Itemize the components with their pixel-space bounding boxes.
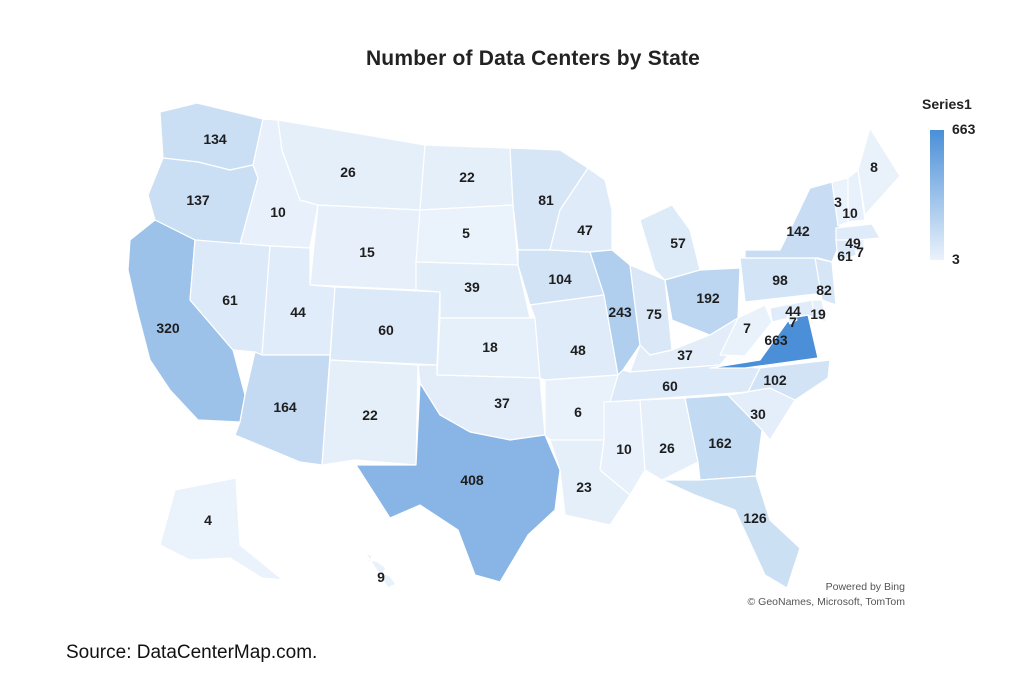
map-credit-bing: Powered by Bing <box>825 581 905 593</box>
state-ak <box>159 477 284 581</box>
state-value-label-tx: 408 <box>460 472 484 488</box>
state-value-label-me: 8 <box>870 159 878 175</box>
state-mo <box>529 294 619 381</box>
state-value-label-ga: 162 <box>708 435 732 451</box>
state-nm <box>321 359 419 466</box>
state-value-label-ky: 37 <box>677 347 693 363</box>
state-value-label-ct: 61 <box>837 248 853 264</box>
state-value-label-al: 26 <box>659 440 675 456</box>
state-value-label-nm: 22 <box>362 407 378 423</box>
state-al <box>639 397 699 481</box>
state-value-label-ak: 4 <box>204 512 212 528</box>
state-value-label-or: 137 <box>186 192 210 208</box>
state-value-label-az: 164 <box>273 399 297 415</box>
state-value-label-vt: 3 <box>834 194 842 210</box>
state-value-label-nd: 22 <box>459 169 475 185</box>
chart-title: Number of Data Centers by State <box>365 47 701 70</box>
state-value-label-in: 75 <box>646 306 662 322</box>
state-nj <box>814 257 837 306</box>
legend-min-label: 3 <box>952 251 960 267</box>
state-value-label-hi: 9 <box>377 569 385 585</box>
state-value-label-mt: 26 <box>340 164 356 180</box>
state-ma <box>835 223 881 241</box>
state-value-label-sd: 5 <box>462 225 470 241</box>
state-nc <box>727 359 831 401</box>
state-value-label-ut: 44 <box>290 304 306 320</box>
state-value-label-il: 243 <box>608 304 632 320</box>
state-value-label-nv: 61 <box>222 292 238 308</box>
legend-color-scale <box>930 130 944 260</box>
state-wv <box>719 304 773 357</box>
state-value-label-ia: 104 <box>548 271 572 287</box>
state-me <box>857 127 901 216</box>
map-credit-providers: © GeoNames, Microsoft, TomTom <box>747 596 906 608</box>
state-value-label-ca: 320 <box>156 320 180 336</box>
state-nh <box>847 169 866 223</box>
state-value-label-de: 19 <box>810 306 826 322</box>
state-value-label-oh: 192 <box>696 290 720 306</box>
state-il <box>589 249 641 376</box>
state-tx <box>355 382 561 583</box>
state-value-label-va: 663 <box>764 332 788 348</box>
state-value-label-ar: 6 <box>574 404 582 420</box>
state-value-label-pa: 98 <box>772 272 788 288</box>
state-value-label-ma: 49 <box>845 235 861 251</box>
state-hi <box>363 551 397 589</box>
legend-max-label: 663 <box>952 121 976 137</box>
state-value-label-mn: 81 <box>538 192 554 208</box>
state-value-label-wv: 7 <box>743 320 751 336</box>
state-md <box>769 299 815 323</box>
state-value-label-co: 60 <box>378 322 394 338</box>
state-value-label-la: 23 <box>576 479 592 495</box>
state-value-label-wa: 134 <box>203 131 227 147</box>
state-value-label-fl: 126 <box>743 510 767 526</box>
state-value-label-nh: 10 <box>842 205 858 221</box>
state-wi <box>549 167 613 253</box>
state-value-label-nj: 82 <box>816 282 832 298</box>
state-value-label-md: 44 <box>785 303 801 319</box>
state-value-label-ny: 142 <box>786 223 810 239</box>
state-value-label-dc: 7 <box>789 314 797 330</box>
state-value-label-ms: 10 <box>616 441 632 457</box>
state-value-label-ne: 39 <box>464 279 480 295</box>
us-choropleth-map: 1341373201061261544164602222539183740881… <box>127 102 901 589</box>
state-value-label-nc: 102 <box>763 372 787 388</box>
state-fl <box>661 475 801 589</box>
state-ny <box>744 181 843 263</box>
state-value-label-sc: 30 <box>750 406 766 422</box>
state-value-label-mi: 57 <box>670 235 686 251</box>
state-value-label-tn: 60 <box>662 378 678 394</box>
state-dc <box>786 311 798 325</box>
state-value-label-mo: 48 <box>570 342 586 358</box>
state-value-label-ok: 37 <box>494 395 510 411</box>
legend-title: Series1 <box>922 96 972 112</box>
source-note: Source: DataCenterMap.com. <box>66 642 318 663</box>
state-value-label-ri: 7 <box>856 244 864 260</box>
state-value-label-ks: 18 <box>482 339 498 355</box>
state-value-label-wy: 15 <box>359 244 375 260</box>
state-value-label-wi: 47 <box>577 222 593 238</box>
state-value-label-id: 10 <box>270 204 286 220</box>
